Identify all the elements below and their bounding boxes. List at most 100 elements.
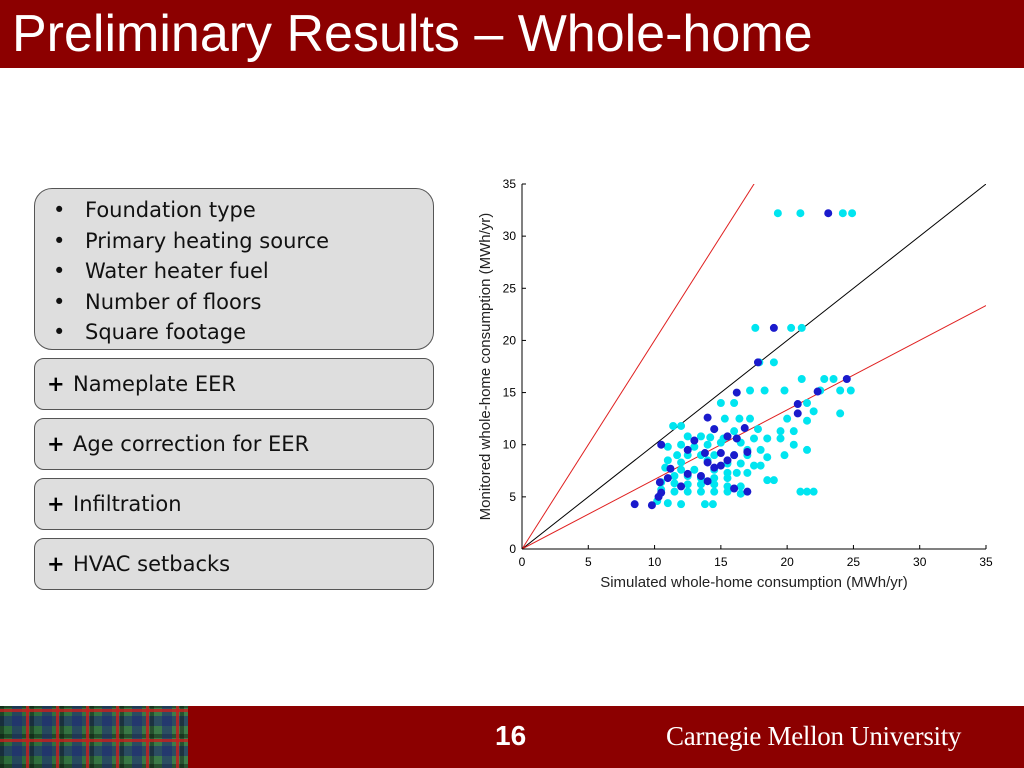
- data-point: [710, 487, 719, 496]
- data-point: [696, 487, 705, 496]
- data-point: [740, 424, 749, 433]
- y-tick-label: 30: [503, 229, 517, 243]
- data-point: [789, 427, 798, 436]
- addition-age-correction: + Age correction for EER: [34, 418, 434, 470]
- list-item: • Foundation type: [53, 195, 433, 226]
- data-point: [730, 398, 739, 407]
- addition-nameplate-eer: + Nameplate EER: [34, 358, 434, 410]
- data-point: [796, 487, 805, 496]
- data-point: [797, 375, 806, 384]
- data-point: [696, 432, 705, 441]
- data-point: [666, 464, 675, 473]
- data-point: [696, 480, 705, 489]
- data-point: [710, 480, 719, 489]
- scatter-chart: 0 5 10 15 20 25 30 35 0 5 10 15 20 25 30 35 Simulated wh…: [470, 170, 1010, 600]
- data-point: [663, 456, 672, 465]
- data-point: [769, 323, 778, 332]
- bullet-icon: •: [53, 259, 66, 284]
- data-point: [836, 409, 845, 418]
- plus-icon: +: [47, 552, 65, 576]
- addition-label: Infiltration: [73, 492, 182, 516]
- data-point: [813, 387, 822, 396]
- y-tick-label: 25: [503, 281, 517, 295]
- y-axis-label: Monitored whole-home consumption (MWh/yr…: [477, 213, 494, 521]
- data-point: [736, 482, 745, 491]
- bullet-icon: •: [53, 228, 66, 253]
- data-point: [716, 449, 725, 458]
- data-point: [655, 478, 664, 487]
- data-point: [793, 409, 802, 418]
- data-point: [690, 465, 699, 474]
- data-point: [663, 474, 672, 483]
- x-tick-label: 35: [979, 555, 993, 569]
- x-tick-label: 0: [519, 555, 526, 569]
- data-point: [710, 451, 719, 460]
- data-point: [683, 445, 692, 454]
- scatter-chart-svg: 0 5 10 15 20 25 30 35 0 5 10 15 20 25 30 35 Simulated wh…: [477, 177, 993, 591]
- data-point: [669, 421, 678, 430]
- data-point: [824, 209, 833, 218]
- x-tick-label: 20: [780, 555, 794, 569]
- data-point: [763, 476, 772, 485]
- data-point: [809, 487, 818, 496]
- y-tick-label: 15: [503, 386, 517, 400]
- data-point: [703, 477, 712, 486]
- data-point: [647, 501, 656, 510]
- list-item-label: Foundation type: [85, 198, 256, 222]
- data-point: [723, 432, 732, 441]
- data-point: [723, 456, 732, 465]
- data-point: [730, 451, 739, 460]
- y-tick-label: 10: [503, 438, 517, 452]
- data-point: [743, 468, 752, 477]
- data-point: [780, 451, 789, 460]
- data-point: [760, 386, 769, 395]
- data-point: [683, 480, 692, 489]
- data-point: [776, 427, 785, 436]
- data-point: [746, 386, 755, 395]
- data-point: [683, 469, 692, 478]
- list-item: • Number of floors: [53, 287, 433, 318]
- tartan-pattern-image: [0, 706, 188, 768]
- list-item: • Primary heating source: [53, 226, 433, 257]
- data-point: [787, 323, 796, 332]
- data-point: [793, 400, 802, 409]
- y-tick-label: 35: [503, 177, 517, 191]
- data-point: [797, 323, 806, 332]
- x-axis-label: Simulated whole-home consumption (MWh/yr…: [600, 574, 908, 591]
- addition-label: Age correction for EER: [73, 432, 310, 456]
- data-point: [749, 434, 758, 443]
- slide-title: Preliminary Results – Whole-home: [12, 5, 813, 63]
- x-tick-label: 25: [847, 555, 861, 569]
- data-point: [769, 476, 778, 485]
- data-point: [753, 358, 762, 367]
- data-point: [670, 479, 679, 488]
- data-point: [753, 425, 762, 434]
- bullet-icon: •: [53, 320, 66, 345]
- data-point: [696, 471, 705, 480]
- data-point: [706, 433, 715, 442]
- data-point: [803, 487, 812, 496]
- data-point: [809, 407, 818, 416]
- list-item-label: Square footage: [85, 320, 247, 345]
- data-point: [803, 398, 812, 407]
- data-point: [710, 463, 719, 472]
- university-logo: Carnegie Mellon University: [666, 721, 962, 751]
- addition-label: Nameplate EER: [73, 372, 236, 396]
- data-point: [730, 484, 739, 493]
- data-point: [773, 209, 782, 218]
- data-point: [670, 471, 679, 480]
- data-point: [677, 482, 686, 491]
- data-point: [796, 209, 805, 218]
- base-factors-list: • Foundation type • Primary heating source…: [35, 189, 433, 348]
- data-point: [716, 398, 725, 407]
- data-point: [769, 358, 778, 367]
- base-factors-box: • Foundation type • Primary heating source…: [34, 188, 434, 350]
- data-point: [720, 414, 729, 423]
- list-item-label: Primary heating source: [85, 228, 330, 253]
- data-point: [677, 458, 686, 467]
- y-tick-label: 5: [509, 490, 516, 504]
- data-point: [751, 323, 760, 332]
- data-point: [723, 474, 732, 483]
- data-point: [703, 458, 712, 467]
- data-point: [820, 375, 829, 384]
